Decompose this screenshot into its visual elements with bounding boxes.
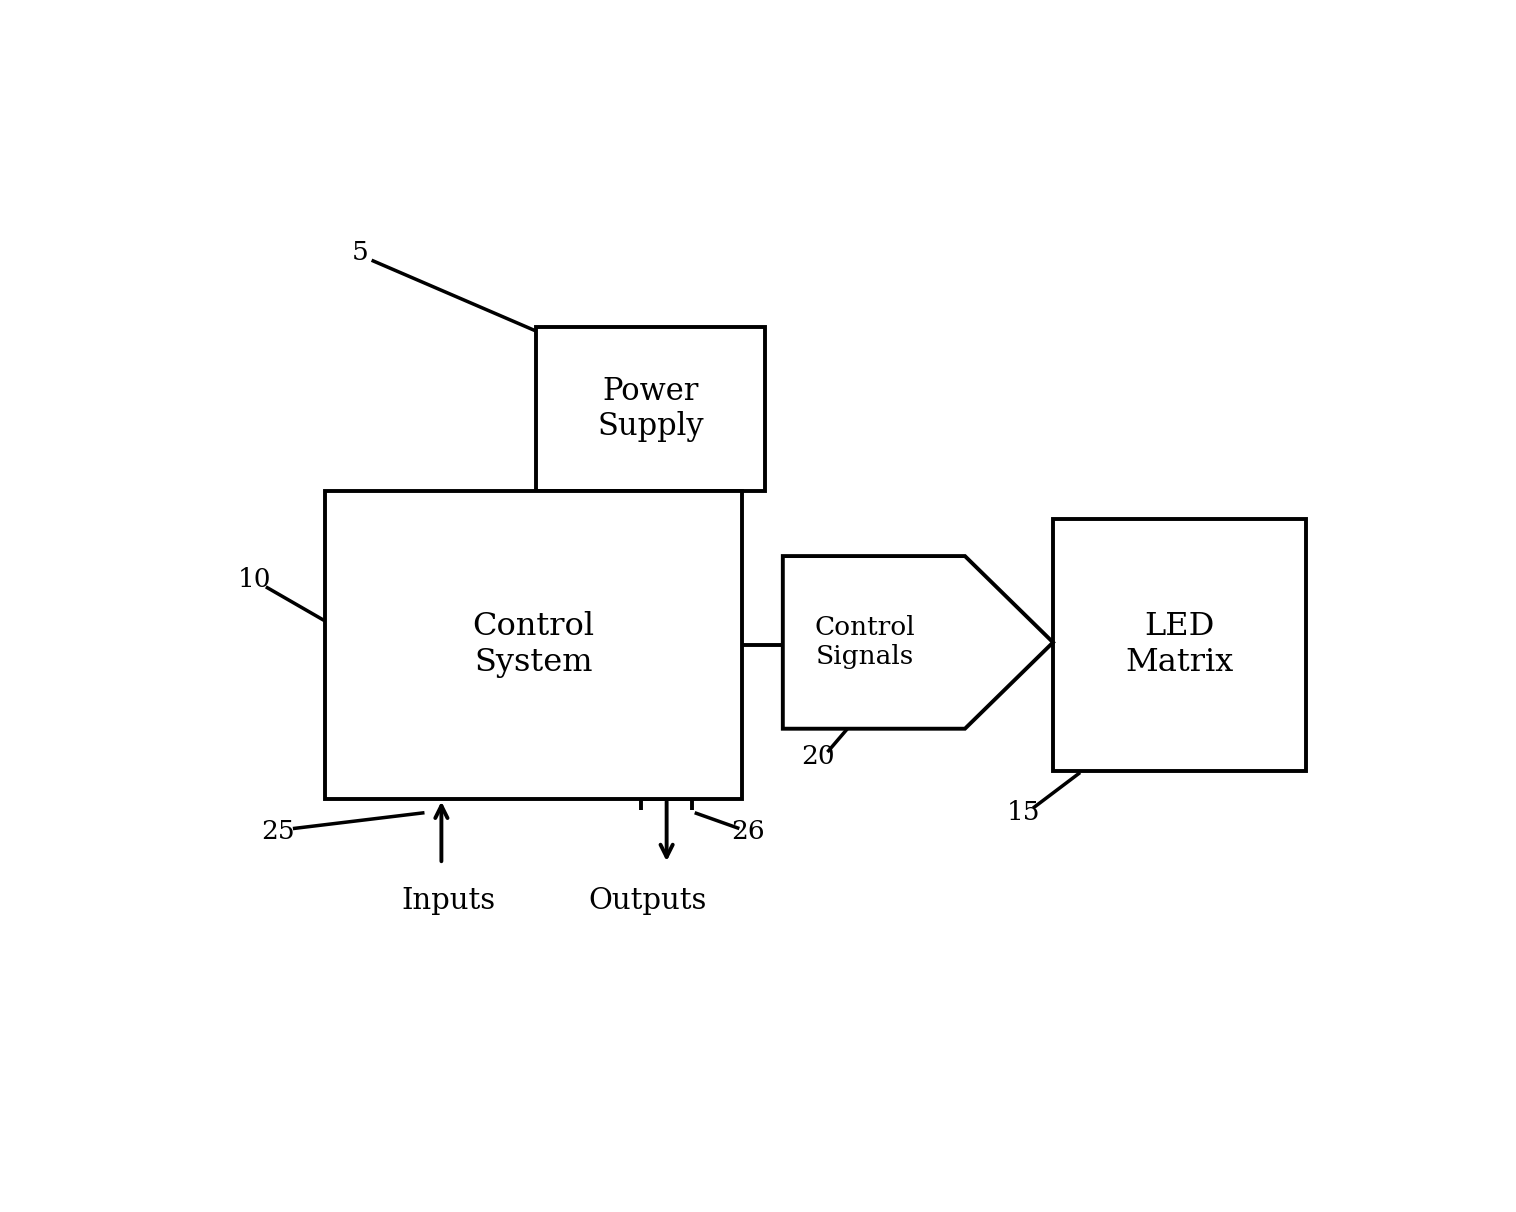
Text: LED
Matrix: LED Matrix <box>1125 611 1234 679</box>
Text: 26: 26 <box>731 819 764 844</box>
Text: 20: 20 <box>802 744 835 770</box>
Text: 10: 10 <box>238 567 271 591</box>
Bar <box>324 491 741 799</box>
Text: Outputs: Outputs <box>588 887 706 915</box>
Text: Power
Supply: Power Supply <box>597 376 703 442</box>
Bar <box>1054 519 1305 771</box>
Text: Control
Signals: Control Signals <box>814 616 916 669</box>
Polygon shape <box>782 556 1054 728</box>
Text: Inputs: Inputs <box>400 887 496 915</box>
Text: 15: 15 <box>1007 800 1040 825</box>
Text: Control
System: Control System <box>471 611 594 679</box>
Bar <box>537 327 766 491</box>
Text: 25: 25 <box>261 819 294 844</box>
Text: 5: 5 <box>352 240 368 265</box>
